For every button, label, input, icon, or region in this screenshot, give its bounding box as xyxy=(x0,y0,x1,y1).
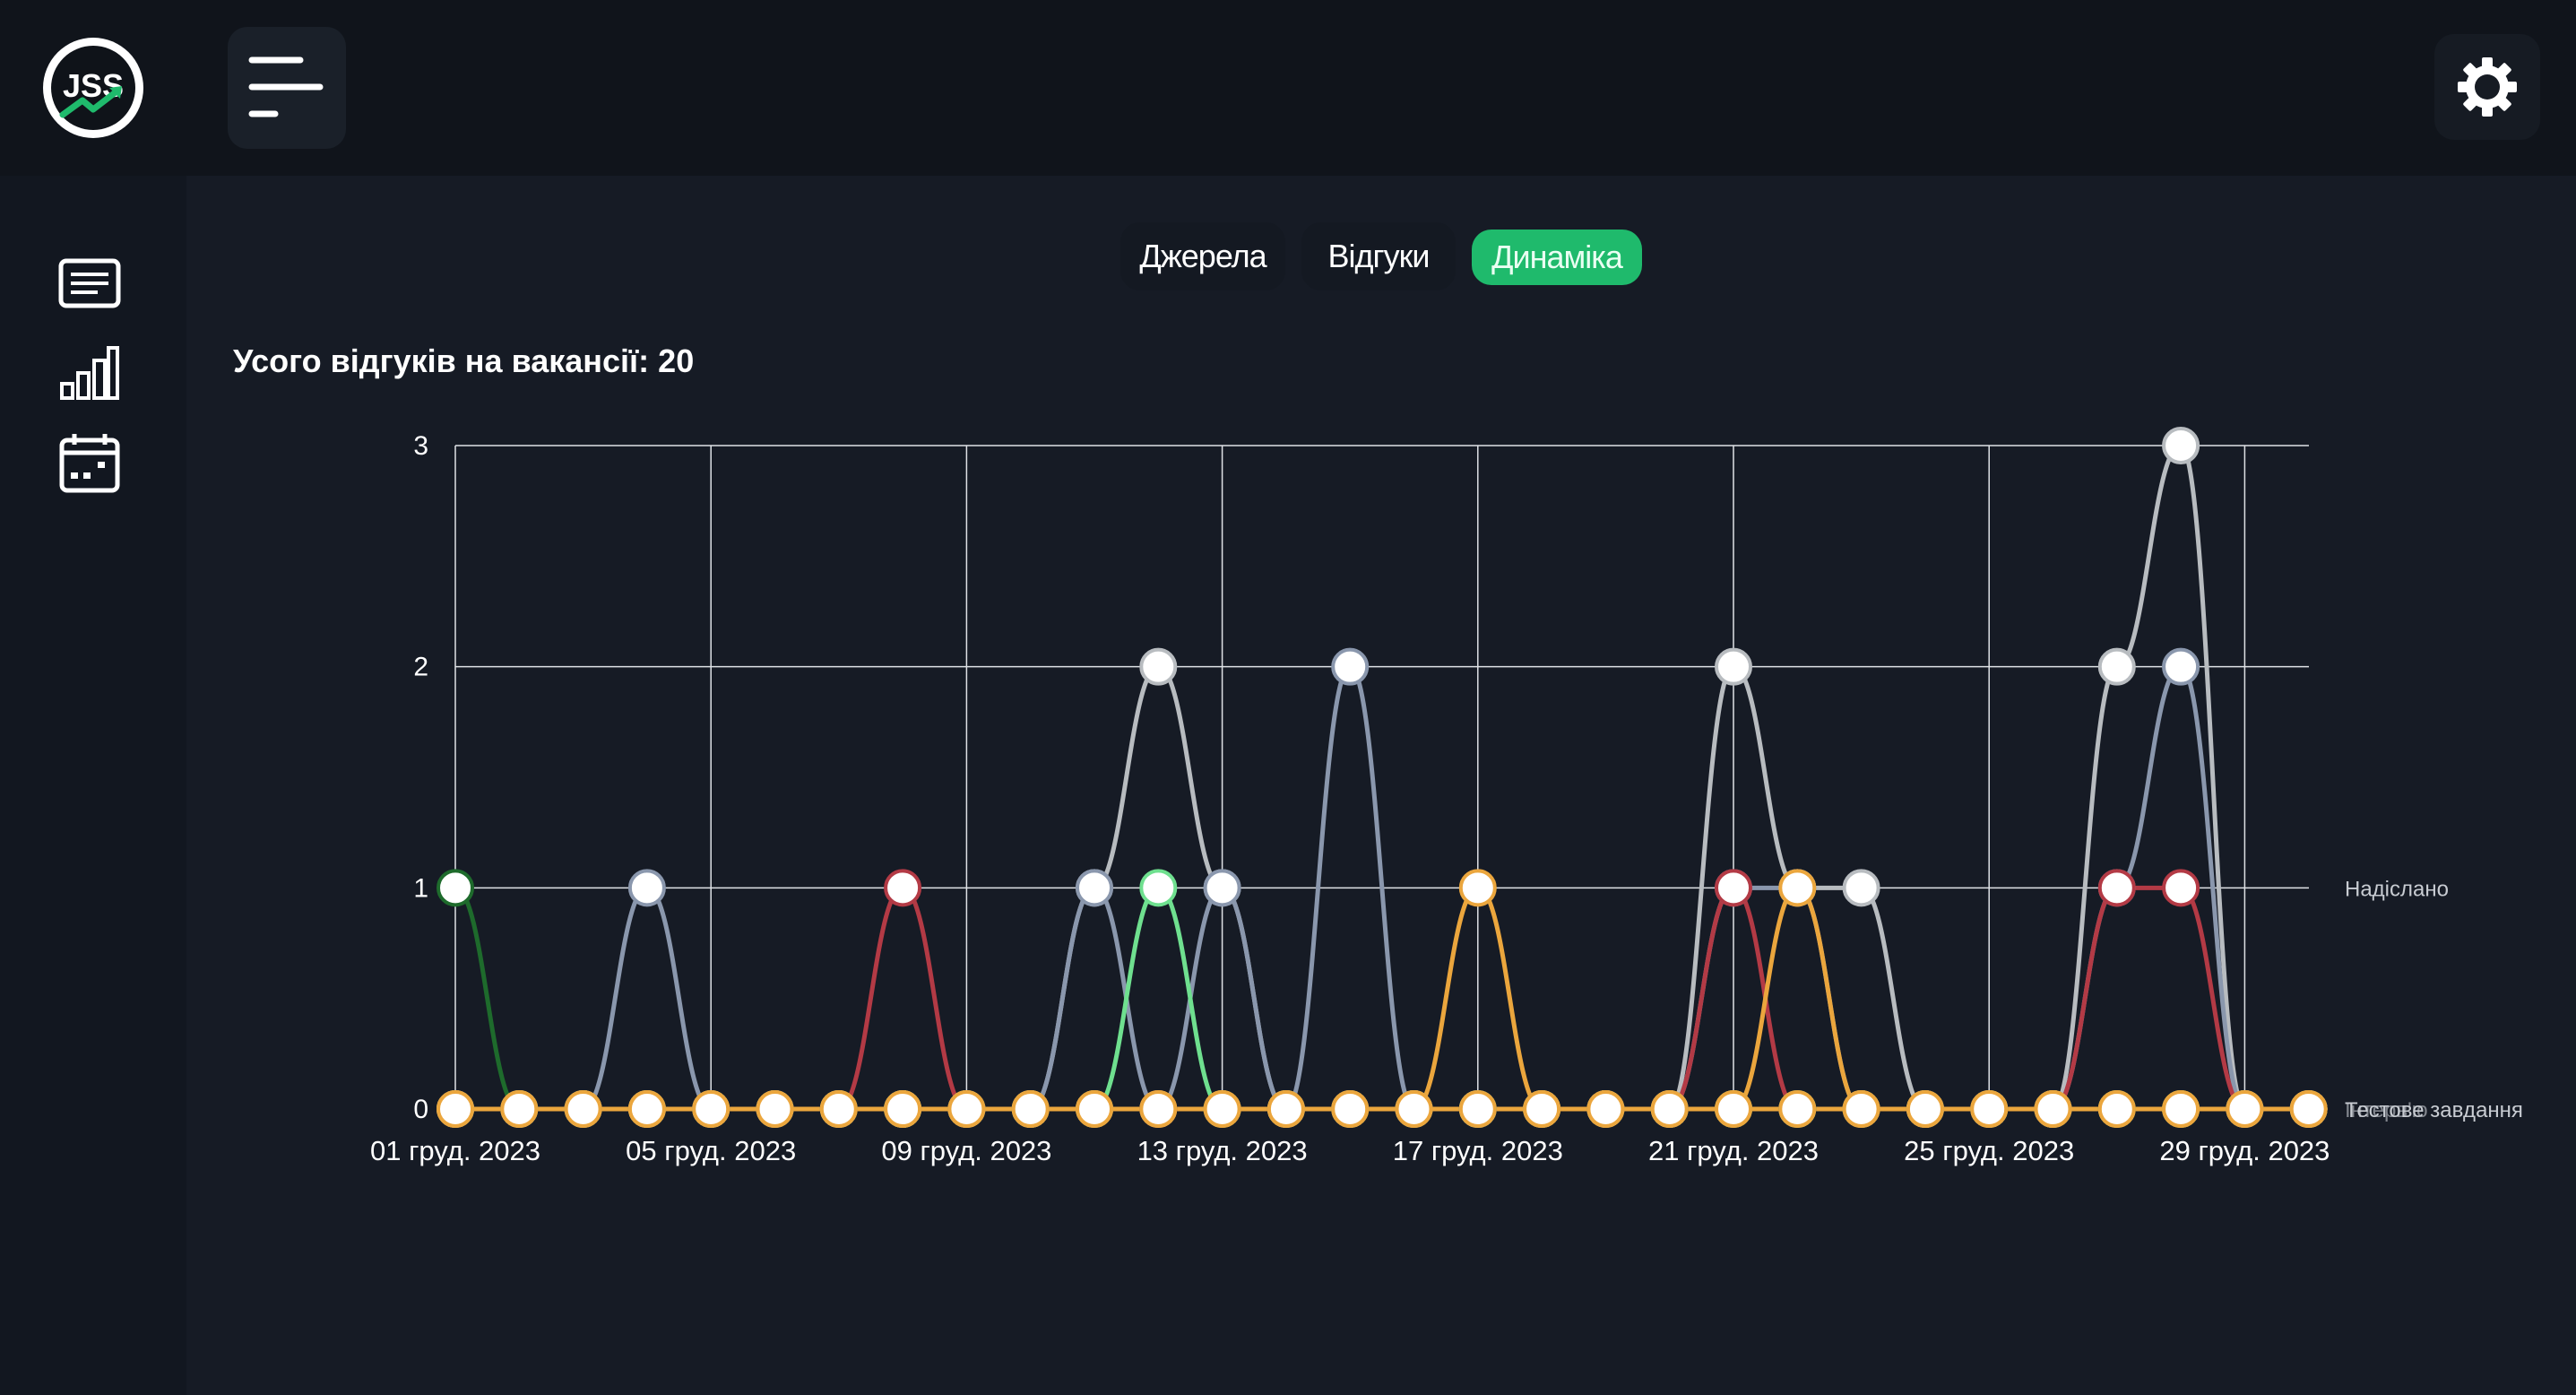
tab-sources[interactable]: Джерела xyxy=(1120,222,1285,290)
data-point xyxy=(564,1090,602,1128)
data-point xyxy=(627,869,666,907)
menu-icon xyxy=(248,56,324,117)
data-point xyxy=(2162,1090,2200,1128)
data-point xyxy=(1458,1090,1497,1128)
data-point xyxy=(1586,1090,1625,1128)
data-point xyxy=(819,1090,858,1128)
data-point xyxy=(1650,1090,1689,1128)
x-tick-label: 25 груд. 2023 xyxy=(1904,1135,2074,1166)
data-point xyxy=(1842,869,1880,907)
data-point xyxy=(884,1090,922,1128)
data-point xyxy=(1970,1090,2009,1128)
x-tick-label: 01 груд. 2023 xyxy=(370,1135,540,1166)
data-point xyxy=(2097,1090,2136,1128)
x-tick-label: 21 груд. 2023 xyxy=(1648,1135,1819,1166)
gear-icon xyxy=(2458,57,2517,117)
series-line xyxy=(455,885,2309,1112)
data-point xyxy=(2289,1090,2328,1128)
data-point xyxy=(2162,869,2200,907)
data-point xyxy=(2162,647,2200,686)
data-point xyxy=(437,869,474,907)
total-responses-label: Усого відгуків на вакансії: 20 xyxy=(233,342,695,379)
data-point xyxy=(1076,1090,1113,1128)
data-point xyxy=(1139,647,1178,686)
series-end-label: Надіслано xyxy=(2345,877,2449,901)
x-tick-label: 05 груд. 2023 xyxy=(626,1135,796,1166)
data-point xyxy=(1266,1090,1305,1128)
data-point xyxy=(1715,1090,1752,1128)
data-point xyxy=(2162,427,2200,464)
y-tick-label: 1 xyxy=(413,873,428,903)
logo[interactable]: JSS xyxy=(0,0,186,176)
data-point xyxy=(1395,1090,1433,1128)
data-point xyxy=(437,1090,474,1128)
data-point xyxy=(1778,1090,1817,1128)
series-line xyxy=(455,885,2309,1112)
data-point xyxy=(692,1090,730,1128)
series-line xyxy=(455,885,2309,1112)
calendar-icon[interactable] xyxy=(56,429,124,497)
data-point xyxy=(1139,869,1178,907)
data-point xyxy=(1331,647,1370,686)
x-tick-label: 29 груд. 2023 xyxy=(2159,1135,2330,1166)
data-point xyxy=(627,1090,666,1128)
data-point xyxy=(1778,869,1817,907)
data-point xyxy=(1715,647,1752,686)
data-point xyxy=(2034,1090,2072,1128)
series-end-label: Інтерв'ю xyxy=(2345,1098,2428,1122)
series-line xyxy=(454,885,2309,1112)
tab-dynamics[interactable]: Динаміка xyxy=(1472,230,1642,285)
data-point xyxy=(2226,1090,2264,1128)
data-point xyxy=(1523,1090,1561,1128)
data-point xyxy=(1076,869,1113,907)
x-tick-label: 09 груд. 2023 xyxy=(881,1135,1051,1166)
data-point xyxy=(1715,869,1752,907)
y-tick-label: 2 xyxy=(413,653,428,682)
x-tick-label: 17 груд. 2023 xyxy=(1393,1135,1563,1166)
data-point xyxy=(2097,869,2136,907)
data-point xyxy=(1331,1090,1370,1128)
data-point xyxy=(1458,869,1497,907)
series-end-label: Тестове завдання xyxy=(2345,1098,2523,1122)
data-point xyxy=(1842,1090,1880,1128)
data-point xyxy=(1011,1090,1050,1128)
y-tick-label: 3 xyxy=(413,431,428,461)
logo-text: JSS xyxy=(63,67,124,104)
data-point xyxy=(500,1090,539,1128)
settings-button[interactable] xyxy=(2434,34,2540,140)
data-point xyxy=(947,1090,986,1128)
sidebar: JSS xyxy=(0,0,186,1395)
bar-chart-icon[interactable] xyxy=(56,339,124,407)
menu-button[interactable] xyxy=(228,27,346,149)
document-list-icon[interactable] xyxy=(56,249,124,317)
data-point xyxy=(1203,869,1241,907)
y-tick-label: 0 xyxy=(413,1095,428,1124)
jss-logo-icon: JSS xyxy=(43,38,143,138)
topbar xyxy=(186,0,2576,176)
data-point xyxy=(2097,647,2136,686)
data-point xyxy=(1203,1090,1241,1128)
x-tick-label: 13 груд. 2023 xyxy=(1137,1135,1308,1166)
data-point xyxy=(1139,1090,1178,1128)
data-point xyxy=(1906,1090,1944,1128)
tab-responses[interactable]: Відгуки xyxy=(1301,222,1456,290)
data-point xyxy=(884,869,922,907)
data-point xyxy=(756,1090,794,1128)
series-line xyxy=(455,443,2309,1112)
